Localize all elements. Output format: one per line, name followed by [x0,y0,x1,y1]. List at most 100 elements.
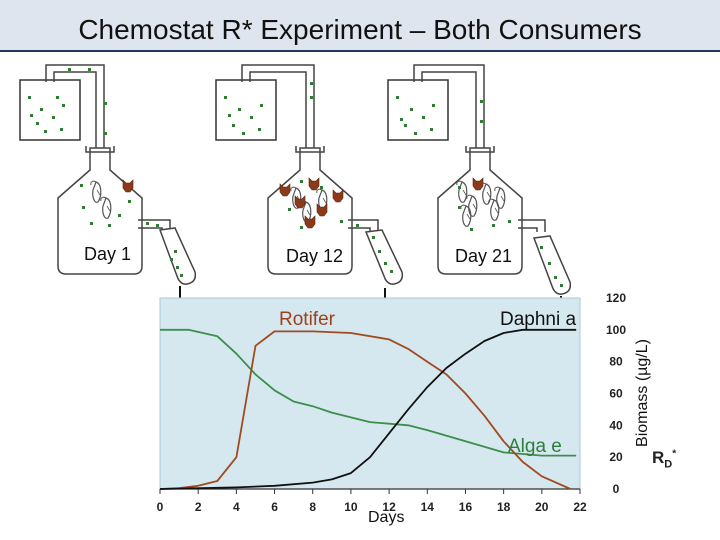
nutrient-dot [508,220,511,223]
day-label-21: Day 21 [455,246,513,266]
slide-title: Chemostat R* Experiment – Both Consumers [78,14,642,45]
title-bar [0,0,720,52]
series-line-rotifer [159,330,571,490]
y-tick-label: 40 [609,418,623,432]
nutrient-dot [480,100,483,103]
nutrient-dot [400,118,403,121]
y-tick-label: 60 [609,387,623,401]
nutrient-dot [356,224,359,227]
nutrient-dot [548,262,551,265]
nutrient-dot [28,96,31,99]
nutrient-dot [224,96,227,99]
nutrient-dot [430,128,433,131]
nutrient-dot [432,104,435,107]
nutrient-dot [422,116,425,119]
algae-label: Alga e [508,436,562,457]
x-tick-label: 18 [497,500,511,514]
nutrient-dot [60,128,63,131]
nutrient-dot [238,108,241,111]
rd-star-label: RD* [652,448,677,471]
rotifer-label: Rotifer [279,309,335,330]
nutrient-dot [458,206,461,209]
nutrient-dot [260,104,263,107]
day-label-12: Day 12 [286,246,344,266]
nutrient-dot [372,236,375,239]
nutrient-dot [554,276,557,279]
nutrient-dot [118,214,121,217]
x-tick-label: 22 [573,500,587,514]
y-tick-label: 120 [606,291,626,305]
nutrient-dot [310,96,313,99]
nutrient-dot [146,222,149,225]
nutrient-dot [242,132,245,135]
nutrient-dot [414,132,417,135]
chemostat-unit-day21 [387,64,572,295]
nutrient-dot [228,114,231,117]
nutrient-dot [250,116,253,119]
nutrient-dot [52,116,55,119]
series-line-daphnia [159,328,577,490]
nutrient-dot [540,246,543,249]
chemostat-unit-day12 [215,64,404,285]
nutrient-dot [340,220,343,223]
chemostat-unit-day1 [19,64,197,285]
nutrient-dot [104,132,107,135]
x-tick-label: 10 [344,500,358,514]
nutrient-dot [232,124,235,127]
nutrient-dot [410,108,413,111]
nutrient-dot [176,266,179,269]
nutrient-dot [470,228,473,231]
nutrient-dot [108,224,111,227]
x-tick-label: 8 [309,500,316,514]
nutrient-dot [36,122,39,125]
x-tick-label: 20 [535,500,549,514]
x-tick-label: 12 [382,500,396,514]
nutrient-dot [156,224,159,227]
nutrient-dot [258,128,261,131]
plot-area: 0 2 4 6 8 10 12 14 16 18 20 22 0 20 40 60 80 100 120 [157,291,627,514]
nutrient-dot [128,200,131,203]
nutrient-dot [88,68,91,71]
nutrient-dot [310,82,313,85]
nutrient-dot [378,250,381,253]
nutrient-dot [300,180,303,183]
nutrient-dot [62,104,65,107]
y-tick-label: 0 [613,482,620,496]
nutrient-dot [104,102,107,105]
nutrient-dot [82,206,85,209]
nutrient-dot [80,184,83,187]
nutrient-dot [30,114,33,117]
nutrient-dots [28,68,563,287]
x-tick-label: 4 [233,500,240,514]
nutrient-dot [174,250,177,253]
y-tick-label: 20 [609,450,623,464]
nutrient-dot [180,274,183,277]
daphnia-label: Daphni a [500,309,577,330]
day-label-1: Day 1 [84,244,132,264]
nutrient-dot [404,124,407,127]
nutrient-dot [320,186,323,189]
nutrient-dot [390,270,393,273]
x-tick-label: 16 [459,500,473,514]
x-tick-label: 0 [157,500,164,514]
nutrient-dot [480,120,483,123]
y-axis-label: Biomass (µg/L) [634,339,651,447]
nutrient-dot [56,96,59,99]
nutrient-dot [68,68,71,71]
y-tick-label: 100 [606,323,626,337]
x-axis-label: Days [368,509,405,526]
nutrient-dot [300,226,303,229]
x-tick-label: 2 [195,500,202,514]
nutrient-dot [90,222,93,225]
x-tick-label: 6 [271,500,278,514]
nutrient-dot [170,258,173,261]
series-line-algae [160,328,577,457]
nutrient-dot [492,224,495,227]
y-tick-label: 80 [609,355,623,369]
nutrient-dot [458,186,461,189]
x-tick-label: 14 [421,500,435,514]
nutrient-dot [560,284,563,287]
nutrient-dot [384,262,387,265]
nutrient-dot [40,108,43,111]
